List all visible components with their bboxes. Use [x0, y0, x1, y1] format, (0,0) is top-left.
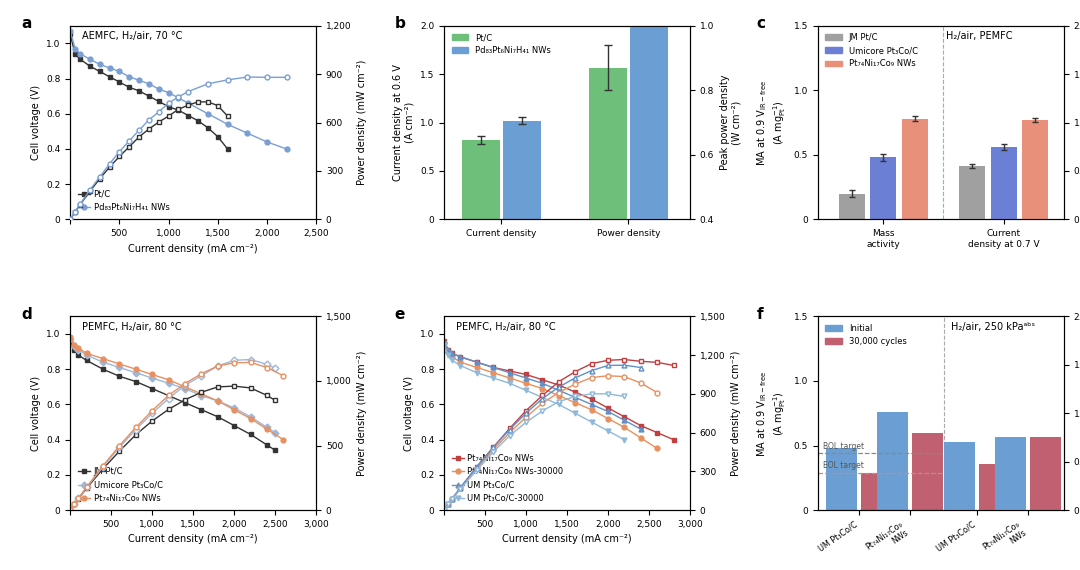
- X-axis label: Current density (mA cm⁻²): Current density (mA cm⁻²): [502, 535, 632, 544]
- Legend: Pt/C, Pd₈₃Pt₆Ni₇H₄₁ NWs: Pt/C, Pd₈₃Pt₆Ni₇H₄₁ NWs: [448, 30, 554, 59]
- Text: AEMFC, H₂/air, 70 °C: AEMFC, H₂/air, 70 °C: [82, 31, 183, 42]
- Bar: [861, 473, 892, 510]
- Bar: [959, 166, 985, 219]
- Y-axis label: Peak power density
(W cm⁻²): Peak power density (W cm⁻²): [719, 75, 741, 170]
- Legend: Pt/C, Pd₈₃Pt₆Ni₇H₄₁ NWs: Pt/C, Pd₈₃Pt₆Ni₇H₄₁ NWs: [75, 186, 173, 215]
- Text: H₂/air, PEMFC: H₂/air, PEMFC: [946, 31, 1012, 42]
- X-axis label: Current density (mA cm⁻²): Current density (mA cm⁻²): [129, 244, 258, 254]
- Legend: Initial, 30,000 cycles: Initial, 30,000 cycles: [822, 320, 910, 349]
- Bar: [462, 140, 500, 219]
- Y-axis label: Power density (mW cm⁻²): Power density (mW cm⁻²): [357, 60, 367, 185]
- Bar: [503, 121, 541, 219]
- Bar: [589, 68, 627, 349]
- Text: f: f: [756, 307, 762, 321]
- Legend: Pt₇₄Ni₁₇Co₉ NWs, Pt₇₄Ni₁₇Co₉ NWs-30000, UM Pt₃Co/C, UM Pt₃Co/C-30000: Pt₇₄Ni₁₇Co₉ NWs, Pt₇₄Ni₁₇Co₉ NWs-30000, …: [448, 451, 567, 506]
- Bar: [630, 0, 669, 349]
- Bar: [826, 448, 856, 510]
- Bar: [839, 194, 865, 219]
- Bar: [978, 463, 1010, 510]
- Y-axis label: Cell voltage (V): Cell voltage (V): [404, 376, 415, 451]
- Text: PEMFC, H₂/air, 80 °C: PEMFC, H₂/air, 80 °C: [457, 322, 556, 332]
- Bar: [995, 437, 1026, 510]
- Y-axis label: MA at 0.9 $\mathregular{V_{IR-free}}$
($\mathregular{A\ mg_{Pt}^{-1}}$): MA at 0.9 $\mathregular{V_{IR-free}}$ ($…: [755, 370, 788, 457]
- Bar: [1030, 437, 1061, 510]
- X-axis label: Current density (mA cm⁻²): Current density (mA cm⁻²): [129, 535, 258, 544]
- Bar: [944, 442, 974, 510]
- Text: EOL target: EOL target: [823, 461, 864, 470]
- Text: H₂/air, 250 kPaᵃᵇˢ: H₂/air, 250 kPaᵃᵇˢ: [950, 322, 1035, 332]
- Bar: [1022, 120, 1048, 219]
- Text: PEMFC, H₂/air, 80 °C: PEMFC, H₂/air, 80 °C: [82, 322, 183, 332]
- Y-axis label: Power density (mW cm⁻²): Power density (mW cm⁻²): [731, 351, 741, 476]
- Y-axis label: MA at 0.9 $\mathregular{V_{IR-free}}$
($\mathregular{A\ mg_{Pt}^{-1}}$): MA at 0.9 $\mathregular{V_{IR-free}}$ ($…: [755, 79, 788, 166]
- Bar: [870, 157, 896, 219]
- Legend: JM Pt/C, Umicore Pt₃Co/C, Pt₇₄Ni₁₇Co₉ NWs: JM Pt/C, Umicore Pt₃Co/C, Pt₇₄Ni₁₇Co₉ NW…: [75, 464, 166, 506]
- Y-axis label: Cell voltage (V): Cell voltage (V): [30, 85, 41, 160]
- Y-axis label: Current density at 0.6 V
(A cm⁻²): Current density at 0.6 V (A cm⁻²): [393, 64, 415, 181]
- Legend: JM Pt/C, Umicore Pt₃Co/C, Pt₇₄Ni₁₇Co₉ NWs: JM Pt/C, Umicore Pt₃Co/C, Pt₇₄Ni₁₇Co₉ NW…: [822, 30, 921, 72]
- Bar: [877, 412, 908, 510]
- Text: a: a: [21, 16, 31, 31]
- Y-axis label: Power density (mW cm⁻²): Power density (mW cm⁻²): [357, 351, 367, 476]
- Bar: [990, 146, 1016, 219]
- Text: c: c: [756, 16, 766, 31]
- Bar: [902, 119, 928, 219]
- Y-axis label: Cell voltage (V): Cell voltage (V): [30, 376, 41, 451]
- Text: d: d: [21, 307, 31, 321]
- Bar: [913, 433, 943, 510]
- Text: BOL target: BOL target: [823, 442, 864, 451]
- Text: e: e: [395, 307, 405, 321]
- Text: b: b: [395, 16, 406, 31]
